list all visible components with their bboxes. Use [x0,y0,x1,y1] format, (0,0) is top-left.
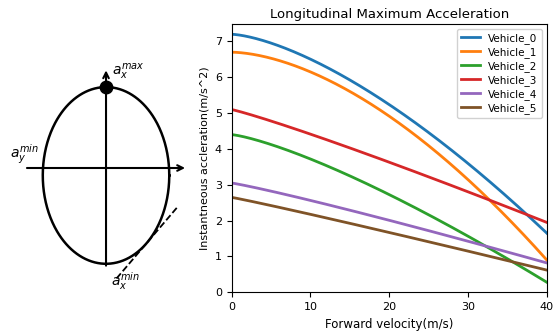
Vehicle_0 [378,97,384,101]
Vehicle_4 [378,216,384,220]
Vehicle_0 [536,224,542,228]
Vehicle_3 [416,171,422,175]
Vehicle_5 [543,268,550,272]
Vehicle_5 [416,238,422,242]
Vehicle_1 [536,250,542,254]
Vehicle_0 [543,231,550,235]
X-axis label: Forward velocity(m/s): Forward velocity(m/s) [325,318,454,331]
Legend: Vehicle_0, Vehicle_1, Vehicle_2, Vehicle_3, Vehicle_4, Vehicle_5: Vehicle_0, Vehicle_1, Vehicle_2, Vehicle… [457,29,542,118]
Vehicle_5 [536,266,542,270]
Vehicle_5 [378,228,384,233]
Title: Longitudinal Maximum Acceleration: Longitudinal Maximum Acceleration [270,8,509,21]
Line: Vehicle_0: Vehicle_0 [232,34,547,233]
Line: Vehicle_4: Vehicle_4 [232,183,547,263]
Vehicle_5 [380,229,387,233]
Vehicle_1 [543,258,550,262]
Vehicle_3 [399,165,406,169]
Vehicle_3 [543,220,550,224]
Y-axis label: Instantneous accleration(m/s^2): Instantneous accleration(m/s^2) [199,66,209,250]
Vehicle_4 [416,226,422,230]
Vehicle_0 [380,98,387,102]
Vehicle_1 [228,50,235,54]
Vehicle_2 [543,280,550,284]
Vehicle_1 [487,199,493,203]
Vehicle_3 [536,217,542,221]
Vehicle_5 [228,195,235,199]
Vehicle_4 [536,259,542,263]
Vehicle_3 [228,108,235,112]
Vehicle_1 [380,110,387,114]
Vehicle_1 [378,109,384,113]
Vehicle_3 [378,157,384,161]
Vehicle_2 [536,276,542,280]
Vehicle_3 [380,158,387,162]
Vehicle_5 [399,234,406,238]
Vehicle_5 [487,254,493,258]
Vehicle_0 [228,32,235,36]
Vehicle_4 [487,245,493,249]
Vehicle_0 [399,112,406,116]
Text: $a_x^{max}$: $a_x^{max}$ [112,62,144,82]
Vehicle_1 [416,136,422,140]
Vehicle_2 [399,199,406,203]
Line: Vehicle_3: Vehicle_3 [232,110,547,222]
Line: Vehicle_2: Vehicle_2 [232,135,547,282]
Text: $a_x^{min}$: $a_x^{min}$ [110,270,140,292]
Vehicle_4 [228,181,235,185]
Vehicle_0 [416,124,422,128]
Line: Vehicle_1: Vehicle_1 [232,52,547,260]
Vehicle_0 [487,180,493,184]
Vehicle_4 [399,222,406,226]
Vehicle_1 [399,123,406,127]
Vehicle_2 [378,189,384,193]
Text: $a_y^{min}$: $a_y^{min}$ [10,142,39,166]
Vehicle_3 [487,198,493,202]
Vehicle_4 [380,217,387,221]
Vehicle_2 [380,190,387,194]
Vehicle_2 [487,247,493,251]
Vehicle_4 [543,261,550,265]
Vehicle_2 [416,208,422,212]
Vehicle_2 [228,133,235,137]
Line: Vehicle_5: Vehicle_5 [232,197,547,270]
